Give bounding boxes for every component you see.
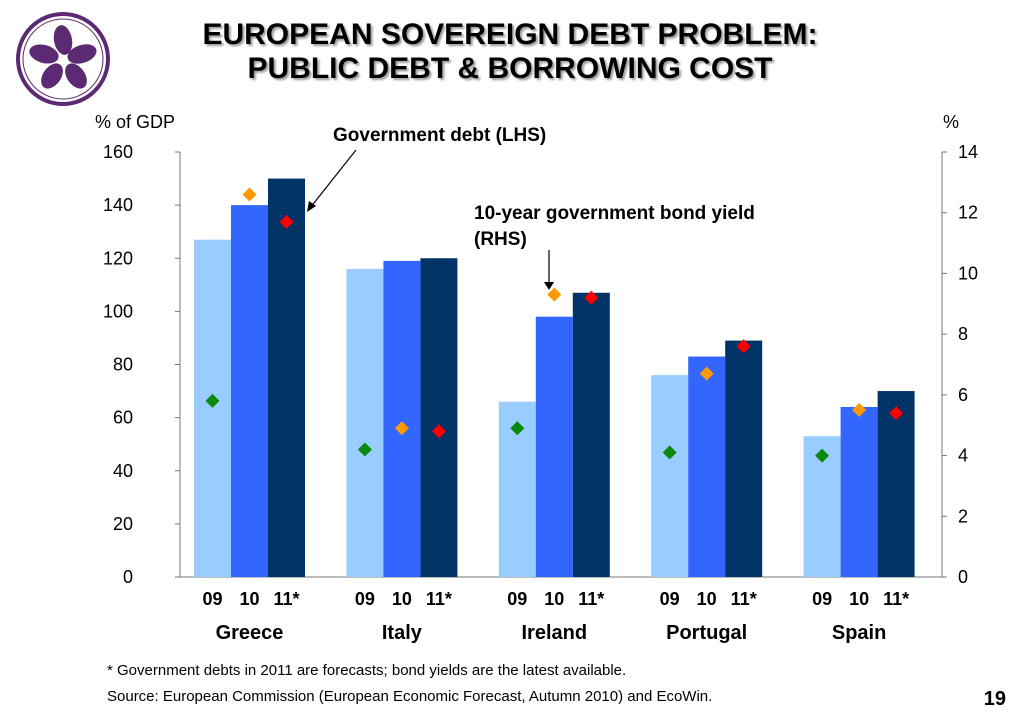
year-label: 09: [355, 589, 375, 609]
year-label: 11*: [426, 589, 452, 609]
right-tick-label: 6: [958, 385, 968, 405]
slide-title: EUROPEAN SOVEREIGN DEBT PROBLEM: PUBLIC …: [130, 18, 890, 86]
debt-bar-greece-10: [231, 205, 268, 577]
debt-bar-greece-11: [268, 178, 305, 577]
debt-bar-italy-10: [383, 260, 421, 577]
left-tick-label: 20: [113, 514, 133, 534]
yield-marker-spain-11: [889, 406, 904, 421]
country-label: Portugal: [666, 622, 747, 644]
country-label: Spain: [832, 622, 886, 644]
right-tick-label: 4: [958, 446, 968, 466]
right-tick-label: 2: [958, 506, 968, 526]
yield-marker-greece-09: [205, 393, 220, 408]
debt-bar-spain-11: [877, 391, 915, 577]
debt-bar-portugal-11: [725, 340, 763, 577]
yield-marker-ireland-09: [510, 421, 525, 436]
year-label: 11*: [578, 589, 604, 609]
yield-marker-portugal-09: [662, 445, 677, 460]
left-tick-label: 80: [113, 355, 133, 375]
footnote: * Government debts in 2011 are forecasts…: [107, 662, 627, 679]
yield-annotation-line-2: (RHS): [474, 229, 527, 250]
right-axis-label: %: [943, 112, 959, 132]
year-label: 10: [697, 589, 717, 609]
yield-marker-italy-11: [431, 424, 446, 439]
yield-marker-italy-10: [394, 421, 409, 436]
title-line-2: PUBLIC DEBT & BORROWING COST: [247, 52, 773, 85]
left-tick-label: 160: [103, 142, 133, 162]
debt-bar-ireland-11: [572, 292, 610, 577]
right-tick-label: 10: [958, 263, 978, 283]
year-label: 09: [812, 589, 832, 609]
debt-bar-greece-09: [194, 239, 231, 577]
right-tick-label: 0: [958, 567, 968, 587]
left-tick-label: 40: [113, 461, 133, 481]
country-label: Greece: [216, 622, 284, 644]
yield-marker-ireland-11: [584, 290, 599, 305]
year-label: 09: [660, 589, 680, 609]
debt-bar-portugal-10: [688, 356, 726, 577]
yield-marker-greece-11: [279, 214, 294, 229]
yield-marker-portugal-11: [736, 339, 751, 354]
year-label: 11*: [883, 589, 909, 609]
bauhinia-flower-icon: [14, 10, 112, 108]
debt-bar-spain-10: [840, 407, 878, 577]
debt-bar-portugal-09: [651, 375, 689, 577]
right-tick-label: 14: [958, 142, 978, 162]
title-line-1: EUROPEAN SOVEREIGN DEBT PROBLEM:: [202, 18, 818, 51]
yield-marker-italy-09: [357, 442, 372, 457]
source-note: Source: European Commission (European Ec…: [107, 688, 713, 705]
left-axis-label: % of GDP: [95, 112, 175, 132]
year-label: 10: [544, 589, 564, 609]
debt-bar-italy-09: [346, 268, 384, 577]
year-label: 11*: [273, 589, 299, 609]
year-label: 09: [507, 589, 527, 609]
page-number: 19: [983, 688, 1006, 710]
right-tick-label: 8: [958, 324, 968, 344]
yield-marker-greece-10: [242, 187, 257, 202]
left-tick-label: 140: [103, 195, 133, 215]
left-tick-label: 60: [113, 408, 133, 428]
year-label: 10: [239, 589, 259, 609]
yield-marker-spain-10: [852, 403, 867, 418]
right-tick-label: 12: [958, 203, 978, 223]
debt-annotation: Government debt (LHS): [333, 125, 546, 146]
yield-marker-portugal-10: [699, 366, 714, 381]
yield-annotation-line-1: 10-year government bond yield: [474, 203, 755, 224]
year-label: 10: [392, 589, 412, 609]
left-tick-label: 0: [123, 567, 133, 587]
yield-marker-spain-09: [815, 448, 830, 463]
country-label: Ireland: [522, 622, 588, 644]
country-label: Italy: [382, 622, 423, 644]
left-tick-label: 120: [103, 248, 133, 268]
debt-bar-ireland-10: [535, 316, 573, 577]
year-label: 09: [202, 589, 222, 609]
yield-marker-ireland-10: [547, 287, 562, 302]
yield-annotation-arrowhead: [544, 282, 554, 290]
year-label: 11*: [731, 589, 757, 609]
debt-annotation-pointer: [309, 149, 357, 209]
debt-bar-italy-11: [420, 258, 458, 577]
debt-annotation-arrowhead: [307, 201, 316, 212]
year-label: 10: [849, 589, 869, 609]
left-tick-label: 100: [103, 301, 133, 321]
